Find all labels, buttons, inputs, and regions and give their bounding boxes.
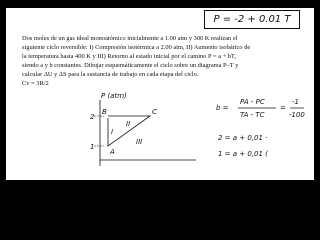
problem-line: siendo a y b constantes. Dibujar esquemá… <box>22 62 239 69</box>
step-label: III <box>136 138 142 146</box>
screen: P = -2 + 0.01 T Dos moles de un gas idea… <box>6 8 314 180</box>
note: TA - TC <box>240 111 265 119</box>
note: 2 = a + 0,01 · <box>218 134 267 142</box>
note: b = <box>216 104 229 112</box>
problem-line: calcular ΔU y ΔS para la sustancia de tr… <box>22 71 199 78</box>
problem-line: Dos moles de un gas ideal monoatómico in… <box>22 35 238 42</box>
sketch: P (atm) 2 1 B C A I II III b = PA - PC T… <box>90 92 305 166</box>
page: P = -2 + 0.01 T Dos moles de un gas idea… <box>6 8 314 180</box>
step-label: I <box>111 128 113 136</box>
problem-line: la temperatura hasta 400 K y III) Retorn… <box>22 53 236 60</box>
note: -1 <box>292 98 299 106</box>
note: = <box>280 104 286 112</box>
note: PA - PC <box>240 98 265 106</box>
tick-label: 2 <box>90 113 95 121</box>
boxed-formula: P = -2 + 0.01 T <box>204 10 300 29</box>
tick-label: 1 <box>90 143 94 151</box>
point-label: C <box>152 108 157 116</box>
note: -100 <box>289 111 305 119</box>
point-label: B <box>102 108 107 116</box>
problem-line: siguiente ciclo reversible: I) Compresió… <box>22 44 251 51</box>
axis-label: P (atm) <box>101 92 127 100</box>
problem-line: Cv = 3R/2 <box>22 80 49 87</box>
note: 1 = a + 0,01 ( <box>218 150 268 158</box>
step-label: II <box>126 120 130 128</box>
point-label: A <box>109 148 115 156</box>
